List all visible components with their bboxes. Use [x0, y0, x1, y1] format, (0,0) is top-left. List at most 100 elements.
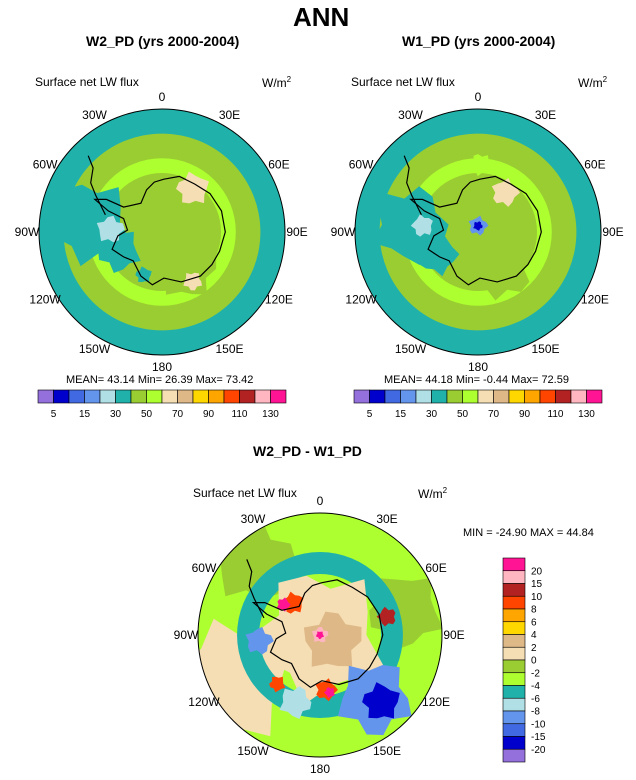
panel3-colorbar-swatch	[502, 557, 526, 572]
panel1-lon-label: 60E	[268, 158, 289, 172]
panel3-lon-label: 150W	[237, 744, 269, 758]
panel1-field	[39, 109, 285, 355]
panel2-lon-label: 90W	[331, 225, 356, 239]
panel2-colorbar-swatch	[431, 389, 448, 404]
panel3-colorbar-tick-label: -4	[531, 681, 540, 692]
panel3-colorbar-swatch	[502, 685, 526, 699]
panel2-contour-patch-6	[491, 178, 521, 207]
panel3-lon-label: 60W	[192, 561, 217, 575]
panel1-title: W2_PD (yrs 2000-2004)	[86, 33, 240, 49]
panel2-colorbar-swatch	[400, 389, 417, 404]
panel1-south-america-coastline	[87, 155, 106, 216]
panel2-contour-patch-2	[372, 186, 449, 265]
panel3-stats: MIN = -24.90 MAX = 44.84	[463, 527, 594, 539]
panel1-colorbar-tick-label: 130	[262, 409, 279, 420]
panel2-colorbar-swatch	[415, 389, 432, 404]
panel3-colorbar-swatch	[502, 595, 526, 610]
panel2-lon-label: 30W	[398, 108, 423, 122]
panel1-lon-label: 90W	[15, 225, 40, 239]
panel1-colorbar-tick-label: 15	[79, 409, 91, 420]
panel3-lon-label: 90W	[174, 628, 199, 642]
panel1-colorbar-swatch	[239, 389, 256, 404]
panel2-var-label: Surface net LW flux	[351, 75, 455, 89]
panel1-lon-label: 60W	[33, 158, 58, 172]
panel1-colorbar-swatch	[130, 389, 147, 404]
panel3-var-label: Surface net LW flux	[193, 486, 297, 500]
panel1-colorbar-tick-label: 70	[172, 409, 184, 420]
panel3-colorbar-swatch	[502, 570, 526, 584]
panel3-colorbar-swatch	[502, 710, 526, 725]
panel1-colorbar-swatch	[270, 389, 287, 404]
panel2-lon-label: 0	[475, 90, 482, 104]
panel2-map-border	[354, 108, 602, 356]
panel2-colorbar-swatch	[555, 389, 572, 404]
panel3-field	[198, 513, 442, 757]
panel3-colorbar-tick-label: 0	[531, 656, 537, 667]
panel3-colorbar-swatch	[502, 736, 526, 750]
panel3-contour-patch-7	[362, 682, 400, 719]
panel3-south-america-coastline	[246, 559, 265, 619]
panel1-lon-label: 120E	[265, 293, 293, 307]
panel3-lon-label: 60E	[425, 561, 446, 575]
panel2-contour-patch-7	[468, 154, 491, 177]
panel2-colorbar-swatch	[353, 389, 370, 404]
figure-title: ANN	[293, 2, 350, 32]
panel1-units: W/m2	[262, 75, 292, 90]
panel1-var-label: Surface net LW flux	[35, 75, 139, 89]
panel1-colorbar-tick-label: 110	[232, 409, 248, 420]
panel1-lon-label: 0	[159, 90, 166, 104]
panel3-colorbar-tick-label: 10	[531, 592, 543, 603]
panel1-contour-patch-8	[135, 266, 152, 283]
panel3-contour-patch-13	[323, 687, 335, 699]
panel3-lon-label: 120E	[422, 695, 450, 709]
panel3-lon-label: 30W	[241, 512, 266, 526]
panel2-colorbar-swatch	[384, 389, 401, 404]
panel1-colorbar-swatch	[223, 389, 240, 404]
panel3-antarctica-coastline	[251, 579, 384, 689]
panel3-colorbar-tick-label: -20	[531, 745, 546, 756]
panel3-lon-label: 90E	[443, 628, 464, 642]
panel3-colorbar-swatch	[502, 659, 526, 674]
panel3-colorbar-swatch	[502, 723, 526, 737]
panel2-colorbar-tick-label: 30	[426, 409, 438, 420]
panel2-lon-label: 150E	[531, 342, 559, 356]
panel3-colorbar-swatch	[502, 608, 526, 623]
panel3-colorbar-swatch	[502, 583, 526, 597]
panel2-contour-patch-5	[469, 238, 530, 301]
panel1-colorbar-swatch	[68, 389, 85, 404]
panel1-colorbar-swatch	[84, 389, 101, 404]
panel3-colorbar-tick-label: 2	[531, 643, 537, 654]
panel2-colorbar-swatch	[508, 389, 525, 404]
panel3-colorbar-swatch	[502, 697, 526, 712]
panel2-colorbar-tick-label: 50	[457, 409, 469, 420]
panel1-lon-label: 120W	[29, 293, 61, 307]
panel3-map-group: 0 30E 60E 90E 120E 150E 180 150W 120W 90W 60W 30W	[174, 494, 465, 776]
panel3-contour-patch-5	[303, 611, 362, 667]
panel2-contour-patch-4	[410, 214, 433, 237]
panel2-colorbar-swatch	[446, 389, 463, 404]
panel1-colorbar-swatch	[53, 389, 70, 404]
panel1-colorbar-tick-label: 50	[141, 409, 153, 420]
panel2-title: W1_PD (yrs 2000-2004)	[402, 33, 556, 49]
panel1-lon-label: 30E	[219, 108, 240, 122]
panel3-colorbar-tick-label: -6	[531, 694, 540, 705]
panel3-lon-label: 30E	[376, 512, 397, 526]
panel2-colorbar-swatch	[369, 389, 386, 404]
panel1-colorbar-tick-label: 90	[203, 409, 215, 420]
panel1-colorbar-swatch	[208, 389, 225, 404]
panel2-lon-label: 150W	[395, 342, 427, 356]
panel3-colorbar-swatch	[502, 646, 526, 661]
panel3-lon-label: 0	[317, 494, 324, 508]
panel2-field	[355, 109, 601, 355]
panel1-map-group: 0 30E 60E 90E 120E 150E 180 150W 120W 90W 60W 30W	[15, 90, 308, 374]
panel1-lon-label: 180	[152, 360, 172, 374]
panel2-map-group: 0 30E 60E 90E 120E 150E 180 150W 120W 90W 60W 30W	[331, 90, 624, 374]
panel2-colorbar-tick-label: 5	[367, 409, 373, 420]
panel2-lon-label: 30E	[535, 108, 556, 122]
panel3-colorbar-tick-label: 8	[531, 605, 537, 616]
panel3-map-border	[197, 512, 443, 758]
panel1-colorbar-tick-label: 30	[110, 409, 122, 420]
panel2-lon-label: 180	[468, 360, 488, 374]
panel3-colorbar-tick-label: 15	[531, 579, 543, 590]
